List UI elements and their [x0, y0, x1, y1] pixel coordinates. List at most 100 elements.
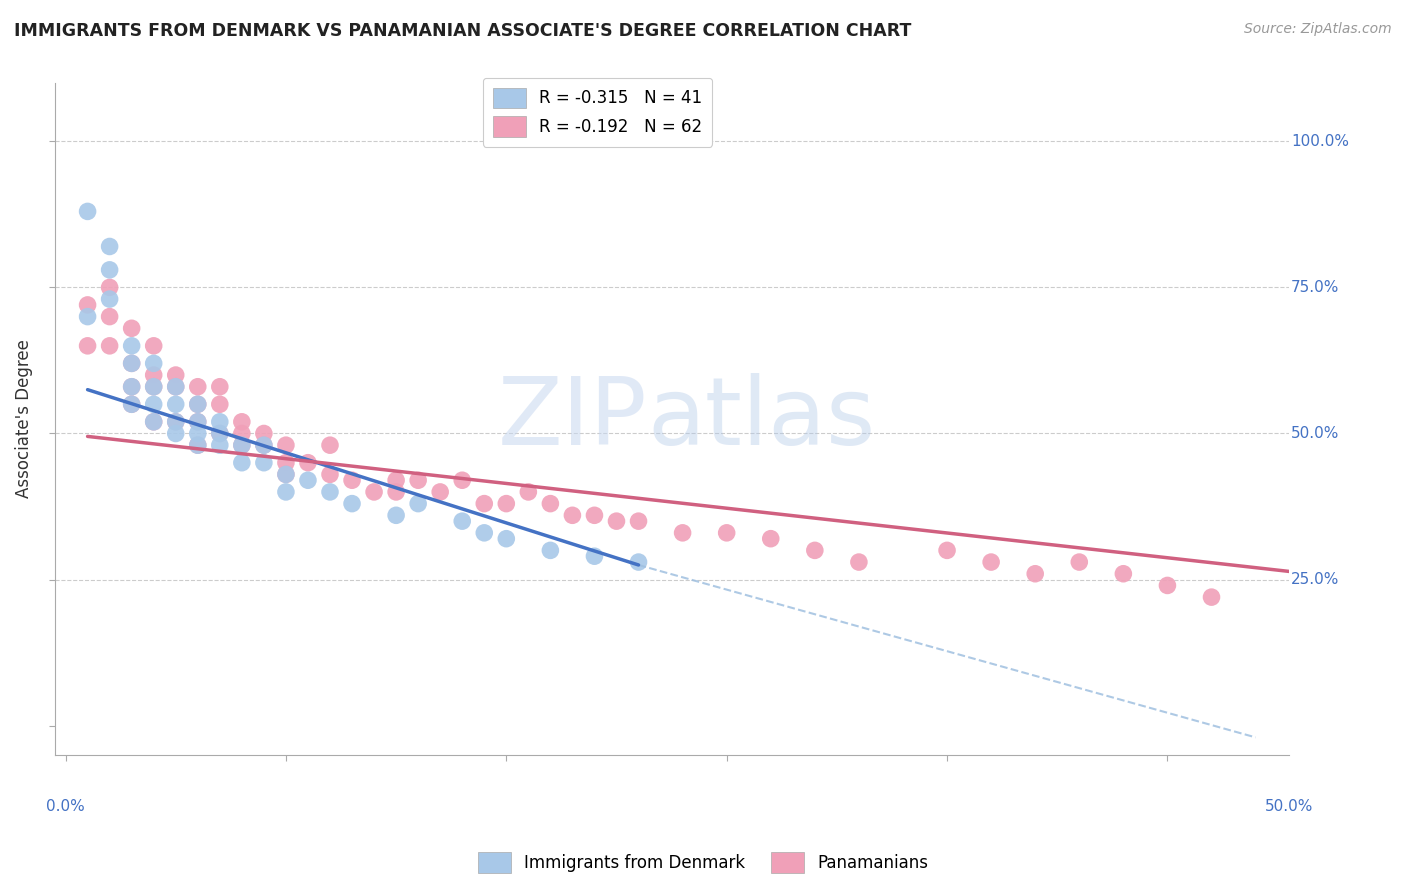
- Point: [165, 415, 187, 429]
- Point: [848, 555, 870, 569]
- Text: ZIP: ZIP: [498, 373, 647, 465]
- Point: [76, 339, 98, 353]
- Point: [583, 508, 606, 523]
- Point: [187, 397, 209, 411]
- Point: [187, 415, 209, 429]
- Point: [76, 298, 98, 312]
- Point: [76, 204, 98, 219]
- Point: [121, 321, 143, 335]
- Point: [451, 514, 474, 528]
- Point: [716, 525, 738, 540]
- Point: [142, 380, 165, 394]
- Point: [538, 543, 561, 558]
- Point: [297, 456, 319, 470]
- Point: [274, 484, 297, 499]
- Point: [319, 467, 342, 482]
- Point: [142, 380, 165, 394]
- Legend: Immigrants from Denmark, Panamanians: Immigrants from Denmark, Panamanians: [471, 846, 935, 880]
- Point: [208, 415, 231, 429]
- Point: [165, 397, 187, 411]
- Point: [363, 484, 385, 499]
- Point: [1376, 602, 1399, 616]
- Point: [142, 415, 165, 429]
- Text: 50.0%: 50.0%: [1264, 798, 1313, 814]
- Point: [165, 380, 187, 394]
- Text: 0.0%: 0.0%: [46, 798, 84, 814]
- Point: [98, 292, 121, 306]
- Point: [187, 426, 209, 441]
- Point: [253, 438, 276, 452]
- Point: [121, 397, 143, 411]
- Point: [517, 484, 540, 499]
- Point: [121, 356, 143, 370]
- Point: [165, 368, 187, 382]
- Point: [1112, 566, 1135, 581]
- Point: [671, 525, 693, 540]
- Point: [98, 310, 121, 324]
- Point: [142, 415, 165, 429]
- Point: [253, 456, 276, 470]
- Point: [231, 438, 253, 452]
- Text: 50.0%: 50.0%: [1291, 426, 1340, 441]
- Point: [121, 339, 143, 353]
- Point: [208, 380, 231, 394]
- Point: [1024, 566, 1046, 581]
- Text: 75.0%: 75.0%: [1291, 280, 1340, 295]
- Point: [1201, 590, 1223, 604]
- Point: [627, 514, 650, 528]
- Point: [121, 380, 143, 394]
- Y-axis label: Associate's Degree: Associate's Degree: [15, 340, 32, 499]
- Point: [319, 484, 342, 499]
- Point: [231, 456, 253, 470]
- Point: [759, 532, 782, 546]
- Point: [231, 438, 253, 452]
- Text: IMMIGRANTS FROM DENMARK VS PANAMANIAN ASSOCIATE'S DEGREE CORRELATION CHART: IMMIGRANTS FROM DENMARK VS PANAMANIAN AS…: [14, 22, 911, 40]
- Point: [98, 280, 121, 294]
- Text: 100.0%: 100.0%: [1291, 134, 1350, 149]
- Point: [495, 532, 517, 546]
- Point: [627, 555, 650, 569]
- Point: [980, 555, 1002, 569]
- Point: [231, 415, 253, 429]
- Point: [561, 508, 583, 523]
- Point: [385, 508, 408, 523]
- Point: [121, 380, 143, 394]
- Point: [187, 415, 209, 429]
- Point: [274, 467, 297, 482]
- Point: [406, 497, 429, 511]
- Point: [451, 473, 474, 487]
- Text: Source: ZipAtlas.com: Source: ZipAtlas.com: [1244, 22, 1392, 37]
- Point: [121, 356, 143, 370]
- Point: [253, 426, 276, 441]
- Point: [208, 426, 231, 441]
- Point: [231, 426, 253, 441]
- Point: [538, 497, 561, 511]
- Point: [274, 438, 297, 452]
- Text: atlas: atlas: [647, 373, 875, 465]
- Point: [187, 380, 209, 394]
- Point: [472, 497, 495, 511]
- Point: [98, 339, 121, 353]
- Point: [406, 473, 429, 487]
- Point: [165, 426, 187, 441]
- Point: [142, 356, 165, 370]
- Point: [340, 497, 363, 511]
- Point: [804, 543, 827, 558]
- Point: [472, 525, 495, 540]
- Point: [385, 473, 408, 487]
- Point: [98, 263, 121, 277]
- Point: [165, 415, 187, 429]
- Point: [583, 549, 606, 564]
- Text: 25.0%: 25.0%: [1291, 572, 1340, 587]
- Point: [142, 397, 165, 411]
- Point: [208, 426, 231, 441]
- Point: [1069, 555, 1091, 569]
- Point: [187, 438, 209, 452]
- Point: [253, 438, 276, 452]
- Point: [142, 339, 165, 353]
- Point: [142, 368, 165, 382]
- Point: [495, 497, 517, 511]
- Point: [208, 438, 231, 452]
- Point: [187, 438, 209, 452]
- Point: [274, 467, 297, 482]
